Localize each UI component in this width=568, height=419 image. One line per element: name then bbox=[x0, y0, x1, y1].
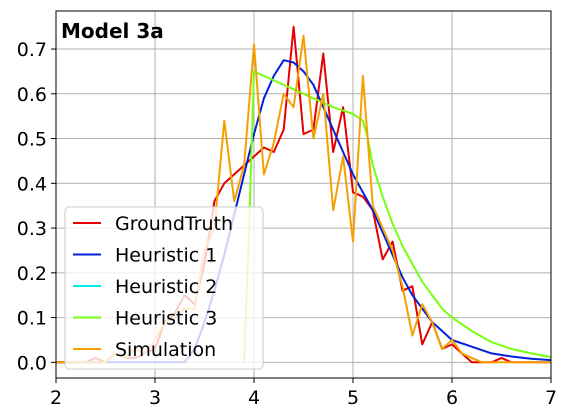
x-tick-label: 7 bbox=[545, 387, 557, 409]
legend-box bbox=[64, 206, 264, 370]
legend-label-groundtruth: GroundTruth bbox=[115, 213, 233, 235]
y-tick-label: 0.4 bbox=[17, 173, 47, 195]
legend: GroundTruth Heuristic 1 Heuristic 2 Heurist… bbox=[64, 206, 264, 370]
x-tick-label: 3 bbox=[149, 387, 161, 409]
y-tick-label: 0.5 bbox=[17, 129, 47, 151]
chart-title: Model 3a bbox=[61, 19, 164, 43]
plot-frame bbox=[55, 10, 552, 379]
y-tick-label: 0.3 bbox=[17, 218, 47, 240]
x-tick-label: 6 bbox=[446, 387, 458, 409]
x-tick-label: 2 bbox=[50, 387, 62, 409]
y-tick-label: 0.7 bbox=[17, 39, 47, 61]
legend-label-heuristic-1: Heuristic 1 bbox=[115, 245, 217, 267]
tick-marks bbox=[51, 48, 552, 383]
legend-label-simulation: Simulation bbox=[115, 339, 216, 361]
y-tick-labels: 0.0 0.1 0.2 0.3 0.4 0.5 0.6 0.7 bbox=[17, 39, 47, 374]
x-tick-label: 5 bbox=[347, 387, 359, 409]
y-tick-label: 0.0 bbox=[17, 352, 47, 374]
x-tick-label: 4 bbox=[248, 387, 260, 409]
x-tick-labels: 2 3 4 5 6 7 bbox=[50, 387, 557, 409]
y-tick-label: 0.2 bbox=[17, 263, 47, 285]
series-line-heuristic-3 bbox=[243, 70, 551, 363]
legend-label-heuristic-3: Heuristic 3 bbox=[115, 308, 217, 330]
legend-label-heuristic-2: Heuristic 2 bbox=[115, 276, 217, 298]
y-tick-label: 0.6 bbox=[17, 84, 47, 106]
y-tick-label: 0.1 bbox=[17, 308, 47, 330]
